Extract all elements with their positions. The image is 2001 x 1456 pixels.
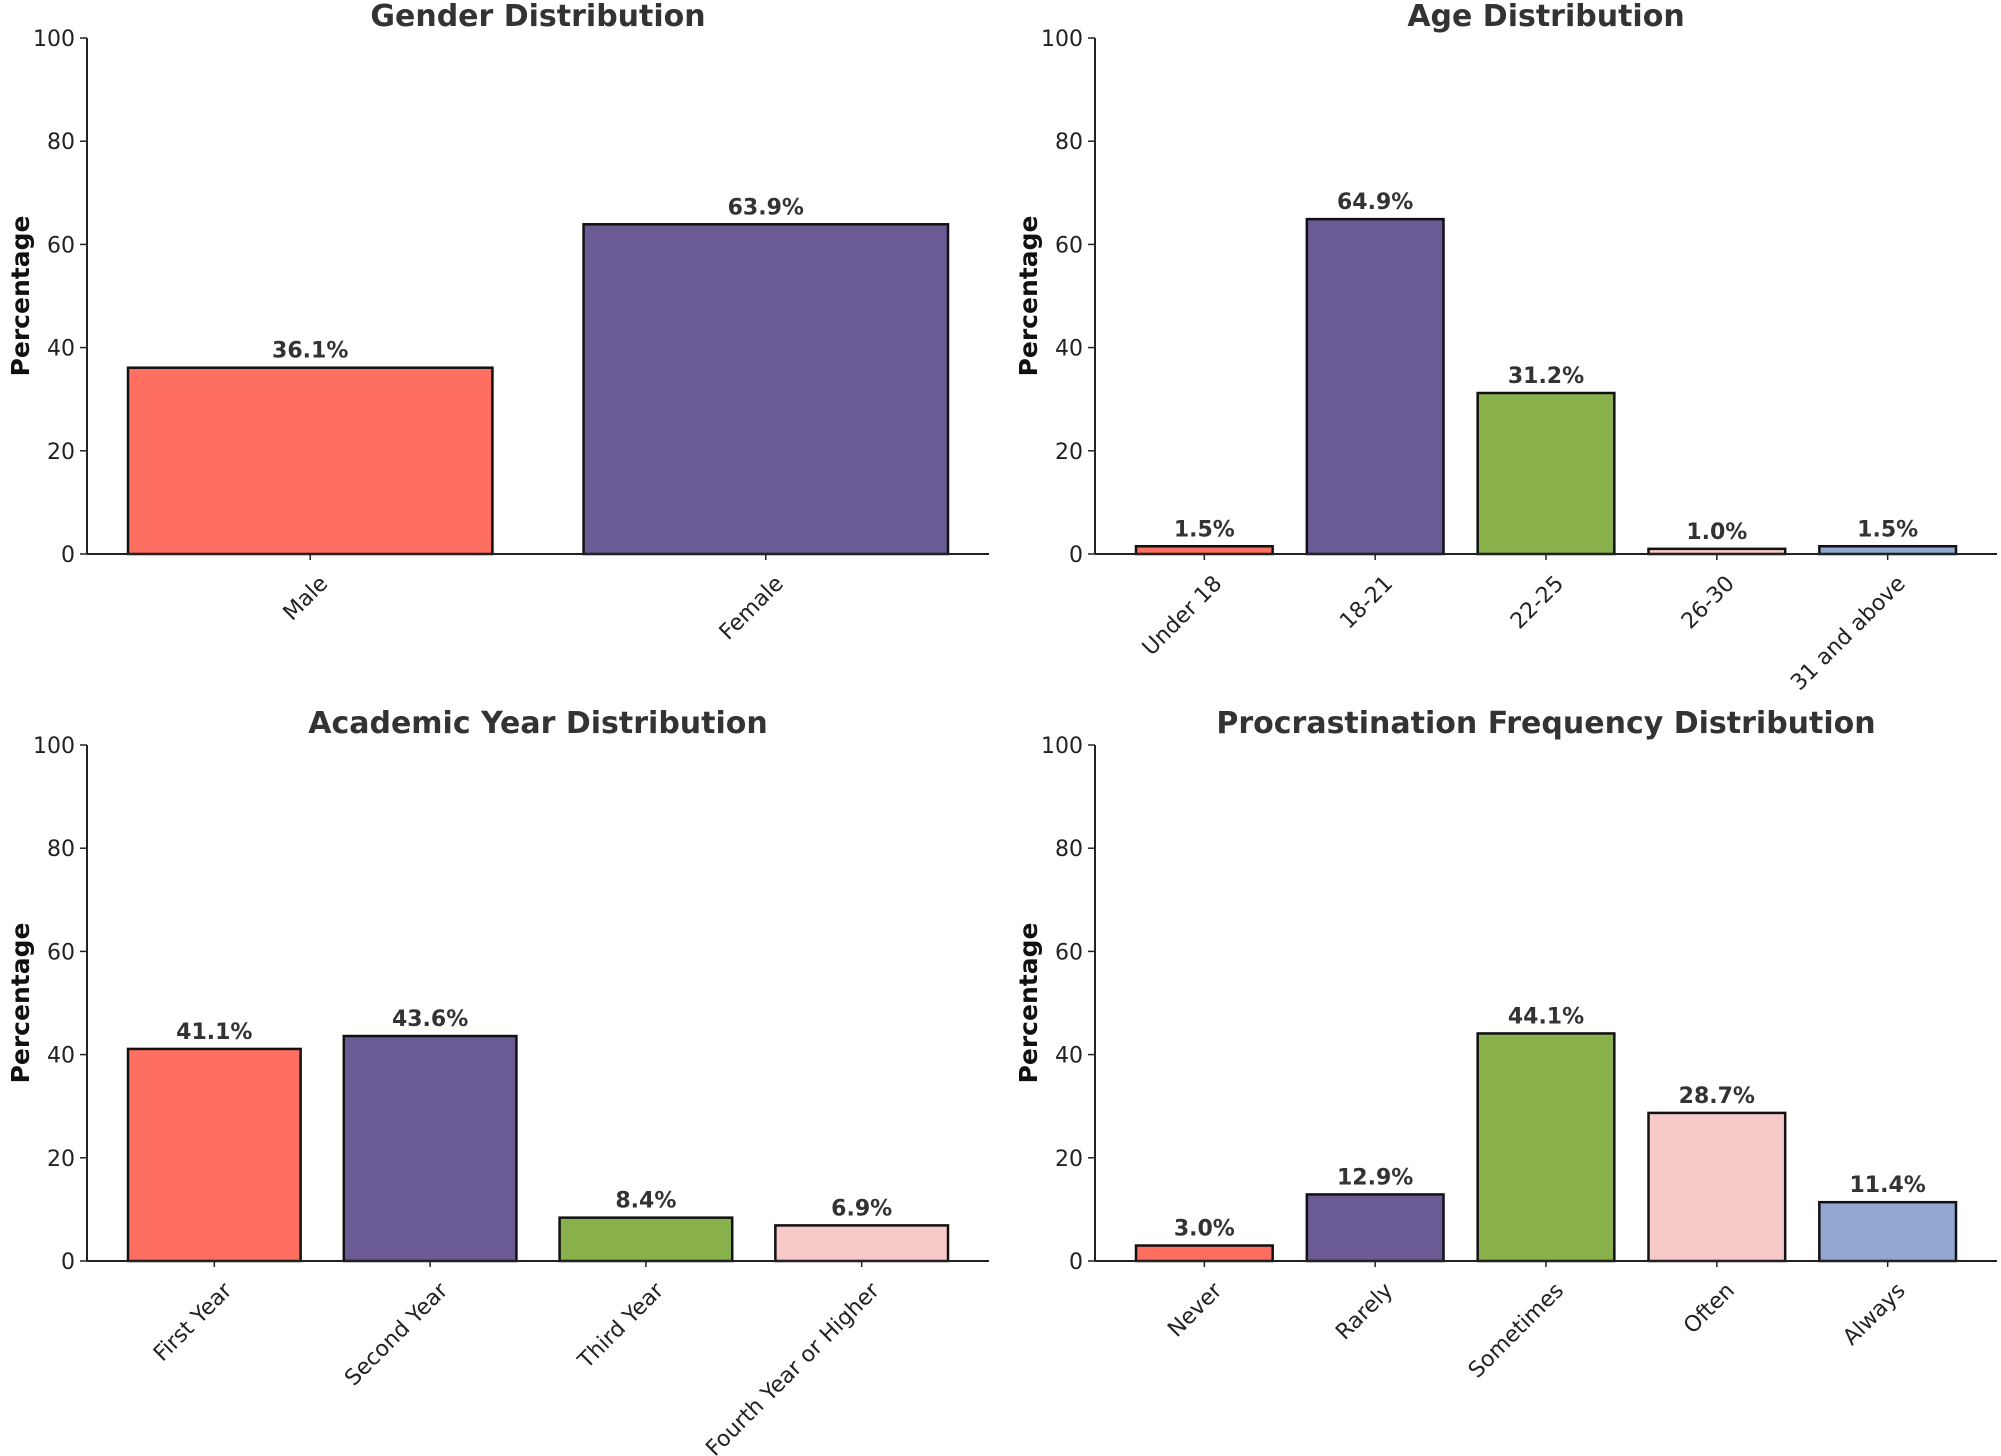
x-tick-label: Never — [1163, 1278, 1228, 1343]
x-tick-label: Female — [715, 571, 789, 645]
x-tick-label: Often — [1679, 1278, 1740, 1339]
x-tick-label: 26-30 — [1677, 571, 1740, 634]
data-label: 36.1% — [272, 339, 348, 364]
bar-rarely — [1305, 1193, 1445, 1263]
y-tick-label: 0 — [61, 1250, 75, 1275]
y-tick-label: 0 — [1069, 543, 1083, 568]
bar-always — [1818, 1200, 1958, 1263]
data-label: 12.9% — [1337, 1165, 1413, 1190]
y-tick-label: 0 — [1069, 1250, 1083, 1275]
y-tick-label: 100 — [33, 27, 75, 52]
x-tick-label: Under 18 — [1138, 571, 1228, 661]
x-tick-label: 22-25 — [1506, 571, 1569, 634]
chart-panel-0: Gender Distribution Percentage 36.1% Male 63… — [6, 0, 989, 645]
bar-sometimes — [1476, 1032, 1616, 1263]
y-tick-label: 20 — [47, 440, 75, 465]
y-tick-label: 20 — [47, 1147, 75, 1172]
bar-male — [126, 366, 494, 556]
bar-under-18 — [1134, 545, 1274, 556]
data-label: 43.6% — [392, 1007, 468, 1032]
x-tick-label: Third Year — [573, 1278, 670, 1375]
bar-second-year — [342, 1034, 518, 1263]
chart-title: Age Distribution — [1407, 0, 1684, 34]
y-tick-label: 40 — [47, 1044, 75, 1069]
bar-18-21 — [1305, 217, 1445, 556]
chart-panel-3: Procrastination Frequency Distribution Pe… — [1014, 706, 1997, 1383]
x-tick-label: 18-21 — [1335, 571, 1398, 634]
data-label: 28.7% — [1679, 1084, 1755, 1109]
y-tick-label: 100 — [1041, 734, 1083, 759]
data-label: 31.2% — [1508, 364, 1584, 389]
y-tick-label: 20 — [1055, 440, 1083, 465]
data-label: 1.5% — [1857, 517, 1918, 542]
bar-female — [582, 223, 950, 556]
y-tick-label: 80 — [47, 837, 75, 862]
y-axis-label: Percentage — [1014, 923, 1043, 1084]
y-tick-label: 60 — [47, 233, 75, 258]
y-tick-label: 40 — [1055, 1044, 1083, 1069]
data-label: 1.0% — [1686, 520, 1747, 545]
data-label: 41.1% — [176, 1020, 252, 1045]
x-tick-label: Always — [1838, 1278, 1910, 1350]
chart-panel-2: Academic Year Distribution Percentage 41.1… — [6, 706, 989, 1456]
y-tick-label: 60 — [1055, 940, 1083, 965]
y-tick-label: 80 — [1055, 130, 1083, 155]
y-tick-label: 100 — [33, 734, 75, 759]
y-tick-label: 0 — [61, 543, 75, 568]
y-tick-label: 60 — [1055, 233, 1083, 258]
x-tick-label: Male — [279, 571, 334, 626]
data-label: 8.4% — [615, 1189, 676, 1214]
data-label: 44.1% — [1508, 1004, 1584, 1029]
y-tick-label: 100 — [1041, 27, 1083, 52]
y-tick-label: 80 — [1055, 837, 1083, 862]
data-label: 6.9% — [831, 1196, 892, 1221]
bar-31-and-above — [1818, 545, 1958, 556]
data-label: 1.5% — [1174, 517, 1235, 542]
data-label: 3.0% — [1174, 1217, 1235, 1242]
chart-title: Gender Distribution — [370, 0, 705, 34]
y-tick-label: 60 — [47, 940, 75, 965]
data-label: 11.4% — [1850, 1173, 1926, 1198]
x-tick-label: Fourth Year or Higher — [701, 1278, 885, 1456]
bar-never — [1134, 1244, 1274, 1263]
y-tick-label: 40 — [47, 337, 75, 362]
chart-title: Procrastination Frequency Distribution — [1216, 706, 1875, 741]
chart-panel-1: Age Distribution Percentage 1.5% Under 18 64… — [1014, 0, 1997, 696]
data-label: 64.9% — [1337, 190, 1413, 215]
x-tick-label: Second Year — [340, 1278, 453, 1391]
bar-22-25 — [1476, 391, 1616, 556]
bar-first-year — [126, 1047, 302, 1263]
bar-third-year — [558, 1216, 734, 1263]
y-axis-label: Percentage — [1014, 216, 1043, 377]
x-tick-label: Rarely — [1331, 1278, 1398, 1345]
y-axis-label: Percentage — [6, 216, 35, 377]
x-tick-label: Sometimes — [1464, 1278, 1569, 1383]
x-tick-label: First Year — [149, 1278, 238, 1367]
y-axis-label: Percentage — [6, 923, 35, 1084]
x-tick-label: 31 and above — [1786, 571, 1910, 695]
y-tick-label: 80 — [47, 130, 75, 155]
bar-fourth-year-or-higher — [774, 1224, 950, 1263]
y-tick-label: 20 — [1055, 1147, 1083, 1172]
chart-title: Academic Year Distribution — [308, 706, 768, 741]
bar-often — [1647, 1111, 1787, 1263]
data-label: 63.9% — [728, 195, 804, 220]
y-tick-label: 40 — [1055, 337, 1083, 362]
